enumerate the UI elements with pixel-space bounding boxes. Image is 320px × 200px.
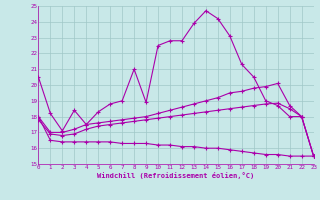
X-axis label: Windchill (Refroidissement éolien,°C): Windchill (Refroidissement éolien,°C) <box>97 172 255 179</box>
